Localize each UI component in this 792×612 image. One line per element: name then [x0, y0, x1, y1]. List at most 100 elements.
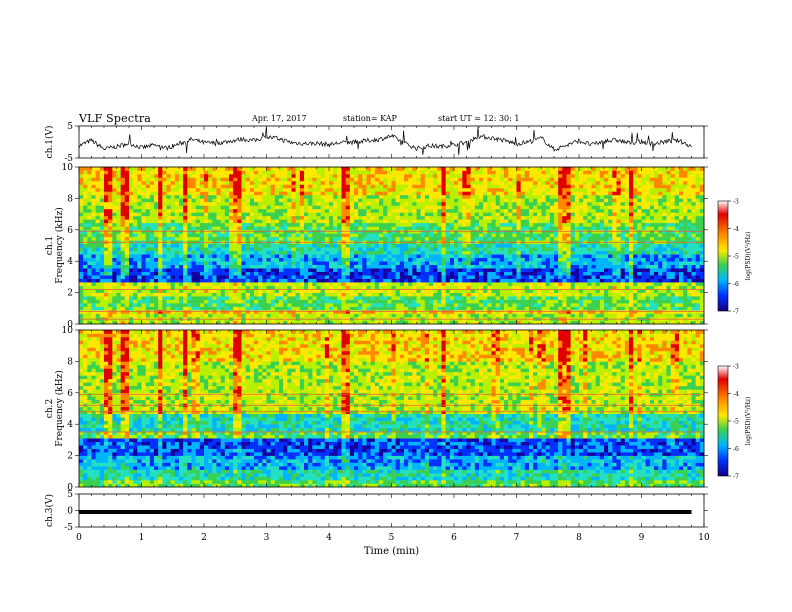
spectrogram-cell [83, 271, 88, 276]
spectrogram-cell [404, 285, 409, 290]
spectrogram-cell [316, 268, 321, 272]
spectrogram-cell [212, 271, 217, 276]
spectrogram-cell [404, 247, 409, 252]
spectrogram-cell [237, 289, 242, 293]
spectrogram-cell [499, 282, 505, 286]
spectrogram-cell [224, 180, 230, 185]
spectrogram-cell [429, 184, 434, 189]
spectrogram-cell [437, 180, 442, 185]
spectrogram-cell [445, 208, 451, 213]
spectrogram-cell [291, 167, 296, 171]
spectrogram-cell [358, 191, 363, 196]
spectrogram-cell [366, 303, 371, 307]
spectrogram-cell [304, 167, 309, 171]
spectrogram-cell [487, 212, 492, 217]
spectrogram-cell [316, 303, 321, 307]
spectrogram-cell [391, 243, 396, 248]
spectrogram-cell [216, 226, 221, 231]
spectrogram-cell [212, 320, 217, 325]
spectrogram-cell [254, 236, 259, 241]
spectrogram-cell [137, 271, 142, 276]
spectrogram-cell [349, 320, 355, 325]
spectrogram-cell [91, 236, 96, 241]
spectrogram-cell [429, 275, 434, 279]
spectrogram-cell [220, 177, 226, 182]
spectrogram-cell [429, 250, 434, 255]
spectrogram-cell [345, 268, 351, 272]
spectrogram-cell [491, 247, 496, 252]
spectrogram-cell [187, 243, 192, 248]
spectrogram-cell [149, 167, 155, 171]
spectrogram-cell [416, 243, 421, 248]
spectrogram-cell [220, 198, 226, 203]
spectrogram-cell [266, 184, 271, 189]
spectrogram-cell [424, 289, 430, 293]
spectrogram-cell [379, 247, 384, 252]
spectrogram-cell [491, 292, 496, 297]
spectrogram-cell [312, 285, 317, 290]
spectrogram-cell [424, 292, 430, 297]
spectrogram-cell [495, 250, 501, 255]
spectrogram-cell [508, 222, 513, 227]
spectrogram-cell [391, 170, 396, 175]
spectrogram-cell [145, 285, 151, 290]
spectrogram-cell [87, 243, 92, 248]
spectrogram-cell [374, 261, 380, 265]
spectrogram-cell [520, 285, 526, 290]
spectrogram-cell [316, 264, 321, 269]
spectrogram-cell [241, 184, 246, 189]
spectrogram-cell [316, 198, 321, 203]
spectrogram-cell [183, 222, 188, 227]
spectrogram-cell [229, 264, 234, 269]
spectrogram-cell [312, 208, 317, 213]
spectrogram-cell [374, 296, 380, 300]
spectrogram-cell [191, 271, 196, 276]
spectrogram-cell [245, 282, 251, 286]
spectrogram-cell [354, 236, 359, 241]
spectrogram-cell [104, 299, 109, 304]
spectrogram-cell [520, 299, 526, 304]
spectrogram-cell [324, 289, 330, 293]
spectrogram-cell [445, 257, 451, 262]
spectrogram-cell [229, 219, 234, 224]
spectrogram-cell [295, 261, 301, 265]
spectrogram-cell [245, 177, 251, 182]
spectrogram-cell [141, 243, 146, 248]
spectrogram-cell [449, 247, 455, 252]
spectrogram-cell [358, 257, 363, 262]
spectrogram-cell [437, 215, 442, 220]
spectrogram-cell [387, 167, 392, 171]
spectrogram-cell [487, 254, 492, 259]
spectrogram-cell [420, 191, 426, 196]
spectrogram-cell [424, 257, 430, 262]
spectrogram-cell [249, 187, 255, 192]
spectrogram-cell [262, 250, 267, 255]
spectrogram-cell [495, 180, 501, 185]
spectrogram-cell [179, 243, 184, 248]
spectrogram-cell [241, 215, 246, 220]
spectrogram-cell [204, 243, 209, 248]
spectrogram-cell [166, 247, 171, 252]
spectrogram-cell [179, 177, 184, 182]
spectrogram-cell [262, 268, 267, 272]
spectrogram-cell [495, 173, 501, 178]
spectrogram-cell [187, 282, 192, 286]
spectrogram-cell [345, 306, 351, 311]
spectrogram-cell [233, 306, 238, 311]
spectrogram-cell [383, 194, 388, 199]
spectrogram-cell [420, 292, 426, 297]
spectrogram-cell [466, 278, 471, 283]
spectrogram-cell [208, 247, 213, 252]
spectrogram-cell [445, 184, 451, 189]
spectrogram-cell [466, 170, 471, 175]
spectrogram-cell [162, 173, 167, 178]
spectrogram-cell [479, 275, 484, 279]
spectrogram-cell [141, 198, 146, 203]
spectrogram-cell [116, 236, 121, 241]
spectrogram-cell [199, 261, 205, 265]
spectrogram-cell [349, 233, 355, 238]
spectrogram-cell [312, 254, 317, 259]
spectrogram-cell [458, 268, 463, 272]
spectrogram-cell [329, 292, 334, 297]
spectrogram-cell [424, 167, 430, 171]
